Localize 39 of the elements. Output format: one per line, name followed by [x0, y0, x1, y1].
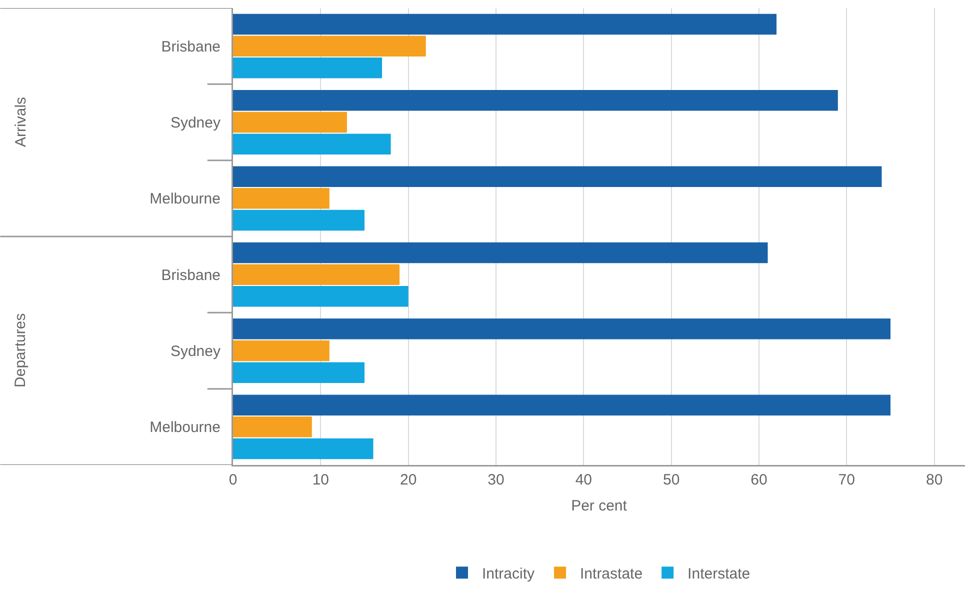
x-axis-title: Per cent — [571, 497, 628, 514]
legend-label: Interstate — [688, 566, 750, 582]
y-tick-label: Sydney — [170, 343, 221, 360]
bar — [233, 166, 882, 187]
bar — [233, 90, 838, 111]
y-tick-label: Brisbane — [161, 266, 220, 284]
x-tick-label: 70 — [838, 472, 855, 488]
x-tick-label: 50 — [662, 472, 680, 488]
bar — [233, 210, 364, 231]
y-tick-label: Brisbane — [161, 38, 220, 56]
text: Arrivals — [12, 96, 30, 147]
bar — [233, 264, 400, 285]
bar — [233, 416, 312, 438]
bar — [233, 394, 890, 416]
bar — [233, 188, 330, 209]
x-tick-label: 30 — [488, 472, 504, 488]
x-tick-label: 80 — [926, 472, 943, 488]
bar — [233, 362, 364, 383]
legend-label: Intrastate — [580, 566, 643, 582]
bar — [233, 286, 408, 307]
bar — [233, 36, 426, 56]
bar — [233, 134, 391, 154]
bar — [233, 438, 374, 460]
bar — [233, 340, 330, 362]
x-tick-label: 40 — [575, 472, 592, 488]
bar — [233, 58, 382, 78]
x-tick-label: 20 — [400, 472, 417, 488]
x-tick-label: 60 — [750, 472, 768, 488]
bar — [233, 318, 890, 340]
y-tick-label: Melbourne — [150, 190, 220, 208]
bar — [233, 242, 768, 264]
text: Departures — [12, 313, 29, 388]
bar — [233, 112, 347, 133]
x-tick-label: 10 — [312, 472, 330, 488]
legend-label: Intracity — [482, 566, 536, 582]
y-tick-label: Melbourne — [150, 419, 220, 436]
y-tick-label: Sydney — [170, 114, 221, 132]
bar — [233, 14, 777, 35]
x-tick-label: 0 — [228, 472, 238, 488]
